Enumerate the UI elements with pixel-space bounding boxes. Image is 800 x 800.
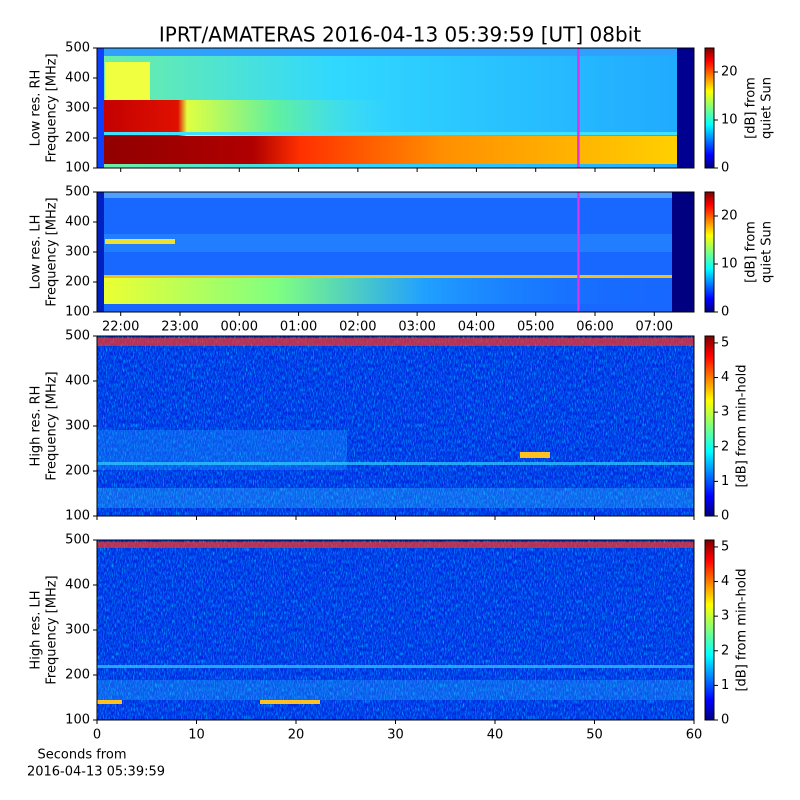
y-axis-label: High res. RH [29, 386, 44, 467]
y-tick-label: 200 [65, 464, 90, 479]
x-tick-label: 05:00 [517, 320, 554, 335]
colorbar-label: [dB] from min-hold [735, 364, 750, 487]
y-axis-label: Frequency [MHz] [45, 371, 60, 480]
x-tick-label: 04:00 [458, 320, 495, 335]
heatmap [97, 336, 694, 516]
y-axis-label: High res. LH [29, 590, 44, 669]
colorbar-tick-label: 0 [721, 713, 729, 728]
colorbar [704, 539, 715, 721]
colorbar-label: [dB] from min-hold [735, 568, 750, 691]
y-tick-label: 100 [65, 509, 90, 524]
colorbar-tick-label: 2 [721, 439, 729, 454]
x-tick-label: 20 [288, 728, 305, 743]
colorbar-tick-label: 3 [721, 609, 729, 624]
colorbar-tick-label: 1 [721, 474, 729, 489]
colorbar-tick-label: 5 [721, 539, 729, 554]
figure-title: IPRT/AMATERAS 2016-04-13 05:39:59 [UT] 0… [159, 23, 641, 47]
colorbar-tick-label: 1 [721, 678, 729, 693]
colorbar-tick-label: 0 [721, 305, 729, 320]
x-tick-label: 22:00 [102, 320, 139, 335]
y-axis-label: Frequency [MHz] [45, 53, 60, 162]
y-tick-label: 100 [65, 161, 90, 176]
x-axis-label: Seconds from [37, 748, 126, 763]
colorbar-tick-label: 4 [721, 574, 729, 589]
x-tick-label: 01:00 [280, 320, 317, 335]
colorbar-tick-label: 5 [721, 335, 729, 350]
y-axis-label: Low res. LH [29, 215, 44, 290]
x-tick-label: 03:00 [398, 320, 435, 335]
colorbar-label: quiet Sun [760, 77, 775, 139]
heatmap [97, 540, 694, 720]
colorbar [704, 47, 715, 169]
y-axis-label: Frequency [MHz] [45, 197, 60, 306]
y-tick-label: 200 [65, 275, 90, 290]
y-tick-label: 300 [65, 101, 90, 116]
colorbar-tick-label: 10 [721, 257, 738, 272]
y-tick-label: 500 [65, 185, 90, 200]
y-tick-label: 200 [65, 668, 90, 683]
y-tick-label: 400 [65, 374, 90, 389]
colorbar [704, 191, 715, 313]
heatmap [97, 48, 694, 168]
x-tick-label: 0 [93, 728, 101, 743]
y-axis-label: Frequency [MHz] [45, 575, 60, 684]
x-tick-label: 30 [387, 728, 404, 743]
y-axis-label: Low res. RH [29, 70, 44, 147]
heatmap [97, 192, 694, 312]
colorbar-label: [dB] from [744, 221, 759, 283]
y-tick-label: 400 [65, 215, 90, 230]
x-tick-label: 02:00 [339, 320, 376, 335]
colorbar-tick-label: 2 [721, 643, 729, 658]
y-tick-label: 500 [65, 329, 90, 344]
colorbar-tick-label: 0 [721, 509, 729, 524]
x-tick-label: 10 [188, 728, 205, 743]
x-tick-label: 00:00 [221, 320, 258, 335]
x-axis-label: 2016-04-13 05:39:59 [27, 765, 165, 780]
y-tick-label: 500 [65, 533, 90, 548]
colorbar [704, 335, 715, 517]
x-tick-label: 40 [487, 728, 504, 743]
y-tick-label: 500 [65, 41, 90, 56]
colorbar-label: [dB] from [744, 77, 759, 139]
colorbar-tick-label: 20 [721, 65, 738, 80]
colorbar-tick-label: 0 [721, 161, 729, 176]
colorbar-tick-label: 3 [721, 405, 729, 420]
y-tick-label: 400 [65, 578, 90, 593]
y-tick-label: 300 [65, 245, 90, 260]
colorbar-tick-label: 20 [721, 209, 738, 224]
x-tick-label: 07:00 [636, 320, 673, 335]
y-tick-label: 200 [65, 131, 90, 146]
y-tick-label: 400 [65, 71, 90, 86]
x-tick-label: 60 [686, 728, 703, 743]
y-tick-label: 300 [65, 419, 90, 434]
x-tick-label: 50 [586, 728, 603, 743]
x-tick-label: 23:00 [161, 320, 198, 335]
y-tick-label: 300 [65, 623, 90, 638]
colorbar-tick-label: 10 [721, 113, 738, 128]
y-tick-label: 100 [65, 305, 90, 320]
colorbar-label: quiet Sun [760, 221, 775, 283]
colorbar-tick-label: 4 [721, 370, 729, 385]
y-tick-label: 100 [65, 713, 90, 728]
x-tick-label: 06:00 [576, 320, 613, 335]
